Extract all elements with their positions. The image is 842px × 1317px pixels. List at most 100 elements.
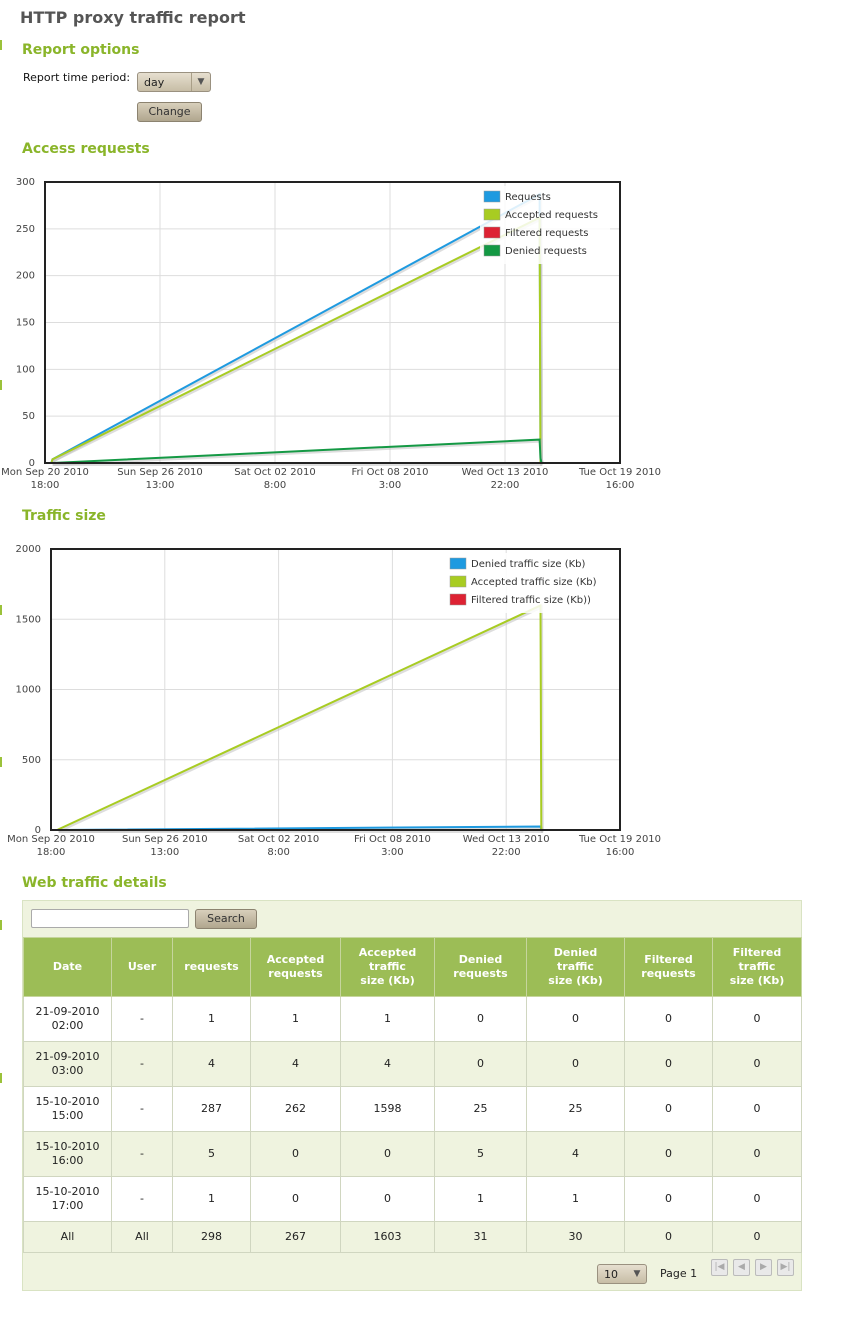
report-period-select[interactable]: day ▼ xyxy=(137,72,211,92)
x-tick-label: Wed Oct 13 2010 xyxy=(462,467,549,478)
plot-frame xyxy=(44,181,621,464)
access-requests-title: Access requests xyxy=(22,141,150,157)
change-button[interactable]: Change xyxy=(137,102,202,122)
x-tick-label: 8:00 xyxy=(267,847,289,858)
search-button[interactable]: Search xyxy=(195,909,257,929)
rows-per-page-select[interactable]: 10 ▼ xyxy=(597,1264,647,1284)
legend-label: Filtered traffic size (Kb)) xyxy=(471,595,591,606)
table-header-row: Date User requests Accepted requests Accepted… xyxy=(23,937,802,997)
plot-frame xyxy=(50,548,621,831)
column-header[interactable]: Date xyxy=(23,937,112,997)
legend-swatch xyxy=(483,226,501,239)
table-cell: 1 xyxy=(340,996,435,1042)
traffic-size-title: Traffic size xyxy=(22,508,106,524)
search-input[interactable] xyxy=(31,909,189,928)
table-cell: 15-10-2010 16:00 xyxy=(23,1131,112,1177)
table-cell: 0 xyxy=(712,1041,802,1087)
column-header-text: size (Kb) xyxy=(548,974,603,987)
column-header[interactable]: Accepted requests xyxy=(250,937,341,997)
margin-marker xyxy=(0,920,2,930)
column-header-text: Filtered xyxy=(644,953,693,966)
table-row: 21-09-2010 02:00-1 1 1 0 0 0 0 xyxy=(23,996,802,1042)
legend-swatch xyxy=(449,575,467,588)
x-tick-label: 13:00 xyxy=(150,847,179,858)
table-cell: 0 xyxy=(712,1086,802,1132)
column-header[interactable]: Filtered traffic size (Kb) xyxy=(712,937,802,997)
table-row: 21-09-2010 03:00-4 4 4 0 0 0 0 xyxy=(23,1041,802,1087)
x-tick-label: 3:00 xyxy=(381,847,403,858)
x-tick-label: Sat Oct 02 2010 xyxy=(234,467,315,478)
y-tick-label: 1000 xyxy=(16,685,41,696)
legend-label: Filtered requests xyxy=(505,228,588,239)
legend-label: Requests xyxy=(505,192,551,203)
next-page-icon[interactable]: ▶ xyxy=(755,1259,772,1276)
y-tick-label: 1500 xyxy=(16,614,41,625)
column-header-text: requests xyxy=(184,960,239,973)
margin-marker xyxy=(0,757,2,767)
table-cell: 1 xyxy=(250,996,341,1042)
table-cell: 15-10-2010 15:00 xyxy=(23,1086,112,1132)
legend-label: Denied traffic size (Kb) xyxy=(471,559,586,570)
table-cell: - xyxy=(111,1086,173,1132)
table-cell: 1 xyxy=(526,1176,625,1222)
table-cell: 1598 xyxy=(340,1086,435,1132)
column-header-text: requests xyxy=(453,967,508,980)
table-row: 15-10-2010 15:00-287 262 1598 25 25 0 0 xyxy=(23,1086,802,1132)
column-header-text: traffic xyxy=(369,960,406,973)
table-cell: 0 xyxy=(434,996,527,1042)
column-header[interactable]: Accepted traffic size (Kb) xyxy=(340,937,435,997)
prev-page-icon[interactable]: ◀ xyxy=(733,1259,750,1276)
column-header-text: traffic xyxy=(738,960,776,973)
y-tick-label: 300 xyxy=(16,177,35,188)
table-cell: - xyxy=(111,1131,173,1177)
table-cell: 0 xyxy=(624,1131,713,1177)
page-label: Page 1 xyxy=(660,1267,698,1280)
x-tick-label: Fri Oct 08 2010 xyxy=(352,467,429,478)
totals-cell: 0 xyxy=(712,1221,802,1253)
y-tick-label: 2000 xyxy=(16,544,41,555)
legend-swatch xyxy=(483,208,501,221)
table-cell: 1 xyxy=(172,996,251,1042)
table-cell: - xyxy=(111,1041,173,1087)
x-tick-label: 22:00 xyxy=(491,480,520,491)
chevron-down-icon: ▼ xyxy=(191,73,210,91)
column-header-text: size (Kb) xyxy=(360,974,415,987)
table-cell: 0 xyxy=(624,1086,713,1132)
table-cell: 4 xyxy=(250,1041,341,1087)
column-header-text: User xyxy=(127,960,157,973)
x-tick-label: 8:00 xyxy=(264,480,286,491)
totals-row: All All 298 267 1603 31 30 0 0 xyxy=(23,1221,802,1253)
totals-cell: 0 xyxy=(624,1221,713,1253)
column-header[interactable]: Filtered requests xyxy=(624,937,713,997)
totals-cell: All xyxy=(111,1221,173,1253)
page-title: HTTP proxy traffic report xyxy=(20,8,246,27)
table-cell: 0 xyxy=(250,1176,341,1222)
table-cell: 0 xyxy=(624,1176,713,1222)
legend-label: Accepted traffic size (Kb) xyxy=(471,577,597,588)
table-cell: 0 xyxy=(434,1041,527,1087)
legend-swatch xyxy=(449,593,467,606)
last-page-icon[interactable]: ▶| xyxy=(777,1259,794,1276)
column-header[interactable]: Denied traffic size (Kb) xyxy=(526,937,625,997)
x-tick-label: 16:00 xyxy=(606,847,635,858)
column-header-text: requests xyxy=(268,967,323,980)
first-page-icon[interactable]: |◀ xyxy=(711,1259,728,1276)
table-cell: 0 xyxy=(340,1176,435,1222)
margin-marker xyxy=(0,605,2,615)
x-tick-label: 22:00 xyxy=(492,847,521,858)
column-header-text: Accepted xyxy=(358,946,417,959)
column-header-text: traffic xyxy=(557,960,594,973)
column-header-text: Filtered xyxy=(732,946,782,959)
y-tick-label: 150 xyxy=(16,318,35,329)
x-tick-label: Tue Oct 19 2010 xyxy=(578,834,661,845)
table-cell: 5 xyxy=(172,1131,251,1177)
rows-per-page-value: 10 xyxy=(604,1268,618,1281)
column-header[interactable]: requests xyxy=(172,937,251,997)
access-requests-chart: Mon Sep 20 2010 18:00 Sun Sep 26 2010 13:00… xyxy=(1,177,661,491)
table-cell: 0 xyxy=(526,996,625,1042)
y-tick-label: 500 xyxy=(22,755,41,766)
x-tick-label: Sat Oct 02 2010 xyxy=(238,834,319,845)
column-header[interactable]: Denied requests xyxy=(434,937,527,997)
legend: Denied traffic size (Kb) Accepted traffic… xyxy=(446,553,597,613)
column-header[interactable]: User xyxy=(111,937,173,997)
